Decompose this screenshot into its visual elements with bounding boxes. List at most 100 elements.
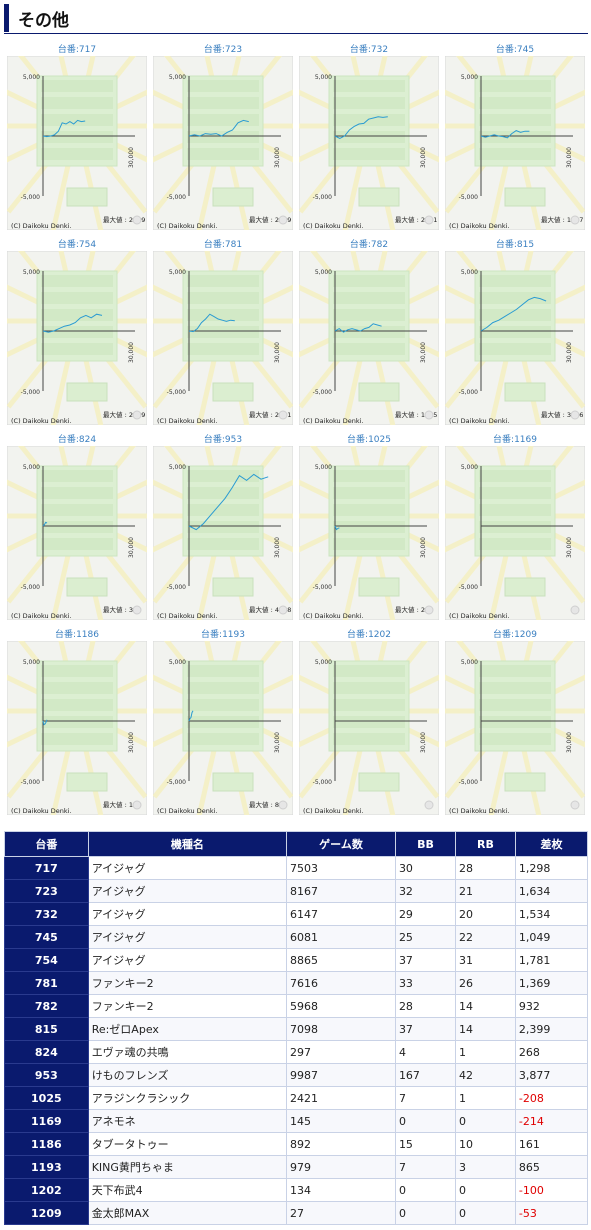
table-cell: 145 bbox=[286, 1109, 396, 1133]
graph-logo-icon bbox=[424, 410, 434, 420]
table-cell: 6081 bbox=[286, 925, 396, 949]
table-cell: エヴァ魂の共鳴 bbox=[87, 1040, 288, 1064]
graph-copyright: (C) Daikoku Denki. bbox=[449, 612, 510, 620]
table-row: 782 ファンキー2 5968 28 14 932 bbox=[4, 994, 589, 1018]
y-axis-bottom-tick: -5,000 bbox=[459, 194, 479, 201]
table-cell: 21 bbox=[455, 879, 516, 903]
graph-machine-label[interactable]: 台番:754 bbox=[57, 240, 97, 250]
slump-graph: 台番:745 5,000 -5,000 30,000 最大値 : 1197 (C) Dai… bbox=[445, 42, 585, 232]
column-header: BB bbox=[394, 831, 457, 857]
graph-machine-label[interactable]: 台番:1202 bbox=[347, 630, 391, 640]
table-cell: アイジャグ bbox=[87, 925, 288, 949]
machine-number-cell: 1193 bbox=[4, 1155, 89, 1179]
graph-canvas: 5,000 -5,000 30,000 (C) Daikoku Denki. bbox=[445, 641, 585, 815]
y-axis-top-tick: 5,000 bbox=[23, 269, 40, 276]
graph-machine-label[interactable]: 台番:781 bbox=[203, 240, 243, 250]
slump-graph: 台番:1186 5,000 -5,000 30,000 最大値 : 161 (C) Dai… bbox=[7, 627, 147, 817]
table-cell: ファンキー2 bbox=[87, 971, 288, 995]
graph-canvas: 5,000 -5,000 30,000 最大値 : 1197 (C) Daikoku D… bbox=[445, 56, 585, 230]
machine-number-cell: 815 bbox=[4, 1017, 89, 1041]
x-axis-end-tick: 30,000 bbox=[128, 342, 135, 363]
y-axis-bottom-tick: -5,000 bbox=[459, 779, 479, 786]
graph-copyright: (C) Daikoku Denki. bbox=[449, 807, 510, 815]
table-cell: アイジャグ bbox=[87, 902, 288, 926]
table-cell: 30 bbox=[394, 856, 457, 880]
machine-number-cell: 1202 bbox=[4, 1178, 89, 1202]
x-axis-end-tick: 30,000 bbox=[274, 342, 281, 363]
slump-graph: 台番:754 5,000 -5,000 30,000 最大値 : 2499 (C) Dai… bbox=[7, 237, 147, 427]
graph-machine-label[interactable]: 台番:1193 bbox=[201, 630, 245, 640]
graph-copyright: (C) Daikoku Denki. bbox=[11, 807, 72, 815]
graph-max-value: 最大値 : 2059 bbox=[249, 215, 291, 224]
table-cell: KING黄門ちゃま bbox=[87, 1155, 288, 1179]
graph-machine-label[interactable]: 台番:953 bbox=[203, 435, 243, 445]
y-axis-top-tick: 5,000 bbox=[461, 74, 478, 81]
graph-machine-label[interactable]: 台番:815 bbox=[495, 240, 535, 250]
slump-graph: 台番:1025 5,000 -5,000 30,000 最大値 : 29 (C) Daik… bbox=[299, 432, 439, 622]
y-axis-bottom-tick: -5,000 bbox=[459, 389, 479, 396]
graph-max-value: 最大値 : 4548 bbox=[249, 605, 291, 614]
table-cell: 28 bbox=[394, 994, 457, 1018]
table-row: 1209 金太郎MAX 27 0 0 -53 bbox=[4, 1201, 589, 1225]
table-cell: 14 bbox=[455, 994, 516, 1018]
machine-number-cell: 1209 bbox=[4, 1201, 89, 1225]
table-cell: 10 bbox=[455, 1132, 516, 1156]
graph-max-value: 最大値 : 2239 bbox=[103, 215, 145, 224]
graph-copyright: (C) Daikoku Denki. bbox=[11, 222, 72, 230]
graph-canvas: 5,000 -5,000 30,000 最大値 : 2059 (C) Daikoku D… bbox=[153, 56, 293, 230]
table-cell: 3 bbox=[455, 1155, 516, 1179]
column-header: 差枚 bbox=[514, 831, 589, 857]
slump-graph: 台番:953 5,000 -5,000 30,000 最大値 : 4548 (C) Dai… bbox=[153, 432, 293, 622]
table-cell: 37 bbox=[394, 948, 457, 972]
machine-number-cell: 723 bbox=[4, 879, 89, 903]
table-cell: 9987 bbox=[286, 1063, 396, 1087]
slump-line bbox=[480, 296, 547, 332]
x-axis-end-tick: 30,000 bbox=[128, 732, 135, 753]
graph-machine-label[interactable]: 台番:1025 bbox=[347, 435, 391, 445]
graph-logo-icon bbox=[278, 410, 288, 420]
x-axis-end-tick: 30,000 bbox=[566, 342, 573, 363]
graph-machine-label[interactable]: 台番:782 bbox=[349, 240, 389, 250]
slump-graph: 台番:717 5,000 -5,000 30,000 最大値 : 2239 (C) Dai… bbox=[7, 42, 147, 232]
graph-machine-label[interactable]: 台番:717 bbox=[57, 45, 97, 55]
graph-max-value: 最大値 : 2499 bbox=[103, 410, 145, 419]
table-cell: 0 bbox=[455, 1109, 516, 1133]
table-cell: 7616 bbox=[286, 971, 396, 995]
slump-line bbox=[188, 710, 194, 722]
table-cell: 297 bbox=[286, 1040, 396, 1064]
y-axis-bottom-tick: -5,000 bbox=[167, 584, 187, 591]
table-cell: 29 bbox=[394, 902, 457, 926]
table-cell: 1 bbox=[455, 1040, 516, 1064]
graph-machine-label[interactable]: 台番:1186 bbox=[55, 630, 99, 640]
slump-line bbox=[188, 313, 235, 333]
table-row: 754 アイジャグ 8865 37 31 1,781 bbox=[4, 948, 589, 972]
slump-line bbox=[334, 525, 340, 531]
graph-canvas: 5,000 -5,000 30,000 (C) Daikoku Denki. bbox=[299, 641, 439, 815]
table-cell: アイジャグ bbox=[87, 948, 288, 972]
table-cell: 7 bbox=[394, 1155, 457, 1179]
table-row: 717 アイジャグ 7503 30 28 1,298 bbox=[4, 856, 589, 880]
graph-machine-label[interactable]: 台番:1209 bbox=[493, 630, 537, 640]
y-axis-top-tick: 5,000 bbox=[169, 659, 186, 666]
table-cell: 14 bbox=[455, 1017, 516, 1041]
table-cell: 42 bbox=[455, 1063, 516, 1087]
graph-machine-label[interactable]: 台番:745 bbox=[495, 45, 535, 55]
y-axis-bottom-tick: -5,000 bbox=[167, 194, 187, 201]
y-axis-bottom-tick: -5,000 bbox=[167, 779, 187, 786]
graph-max-value: 最大値 : 2201 bbox=[395, 215, 437, 224]
graph-machine-label[interactable]: 台番:732 bbox=[349, 45, 389, 55]
graph-max-value: 最大値 : 161 bbox=[103, 800, 141, 809]
graph-machine-label[interactable]: 台番:1169 bbox=[493, 435, 537, 445]
y-axis-top-tick: 5,000 bbox=[23, 659, 40, 666]
table-cell: 22 bbox=[455, 925, 516, 949]
graph-copyright: (C) Daikoku Denki. bbox=[449, 417, 510, 425]
machine-number-cell: 754 bbox=[4, 948, 89, 972]
graph-machine-label[interactable]: 台番:723 bbox=[203, 45, 243, 55]
slump-graph: 台番:781 5,000 -5,000 30,000 最大値 : 2601 (C) Dai… bbox=[153, 237, 293, 427]
x-axis-end-tick: 30,000 bbox=[566, 147, 573, 168]
table-cell: 天下布武4 bbox=[87, 1178, 288, 1202]
graph-machine-label[interactable]: 台番:824 bbox=[57, 435, 97, 445]
table-cell: アイジャグ bbox=[87, 856, 288, 880]
machine-number-cell: 732 bbox=[4, 902, 89, 926]
column-header: ゲーム数 bbox=[286, 831, 396, 857]
